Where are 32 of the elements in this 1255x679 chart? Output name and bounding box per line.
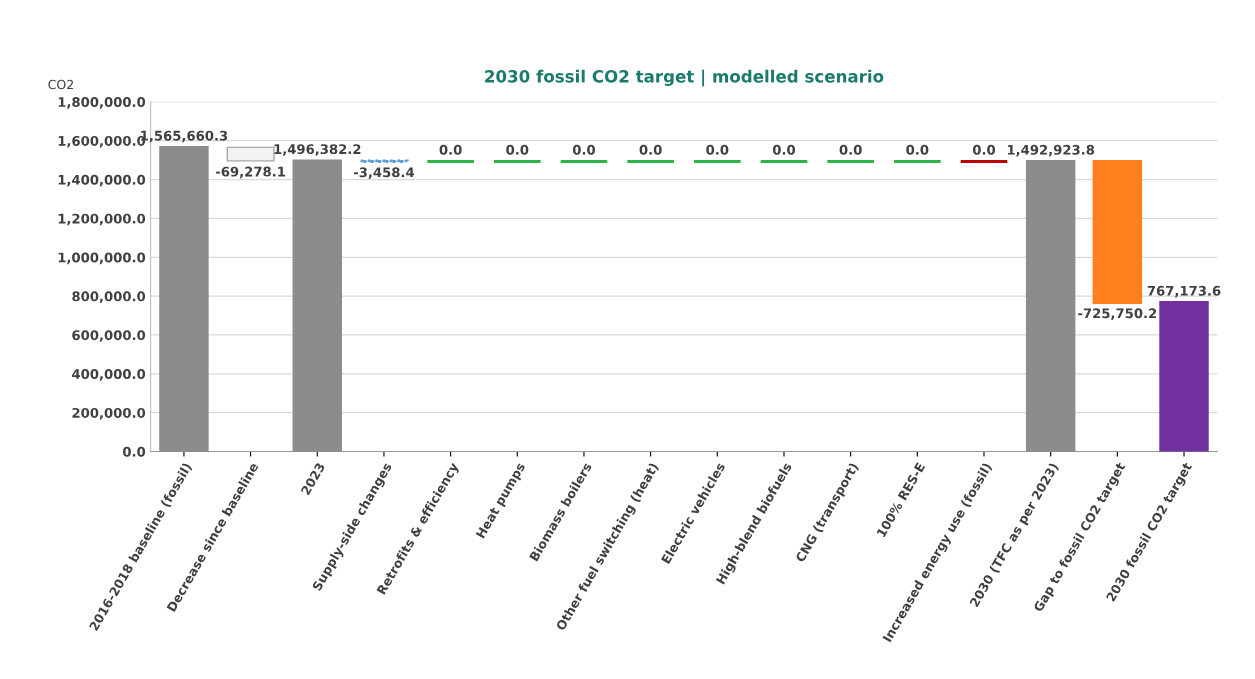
y-tick-label: 400,000.0 [72, 369, 146, 381]
data-label: 0.0 [506, 144, 529, 155]
bar [226, 146, 275, 162]
data-label: 1,496,382.2 [274, 144, 361, 156]
data-label: -69,278.1 [216, 166, 285, 179]
y-tick-label: 1,400,000.0 [58, 174, 146, 187]
data-label: -725,750.2 [1078, 308, 1157, 320]
bar [1092, 160, 1143, 304]
y-tick-label: 1,200,000.0 [58, 213, 146, 226]
data-label: 0.0 [639, 144, 662, 155]
y-tick-label: 200,000.0 [72, 407, 146, 420]
y-tick-label: 800,000.0 [72, 291, 146, 304]
data-label: 1,492,923.8 [1007, 144, 1095, 157]
y-tick-label: 1,800,000.0 [58, 97, 146, 109]
data-label: 0.0 [706, 144, 729, 155]
data-label: 0.0 [839, 144, 862, 155]
data-label: 0.0 [772, 144, 796, 155]
y-tick-label: 1,000,000.0 [58, 252, 146, 265]
data-label: -3,458.4 [353, 167, 415, 179]
chart-title: 2030 fossil CO2 target | modelled scenario [485, 69, 884, 87]
y-axis-title: CO2 [48, 79, 73, 90]
bar [159, 145, 209, 452]
y-tick-label: 600,000.0 [72, 330, 146, 342]
y-tick-label: 0.0 [123, 446, 146, 457]
bar [1159, 301, 1209, 452]
data-label: 0.0 [439, 144, 462, 155]
data-label: 0.0 [972, 144, 996, 155]
data-label: 767,173.6 [1147, 285, 1221, 298]
bar [1025, 160, 1076, 452]
data-label: 0.0 [906, 144, 929, 155]
data-label: 0.0 [572, 144, 596, 155]
bar [292, 159, 342, 452]
